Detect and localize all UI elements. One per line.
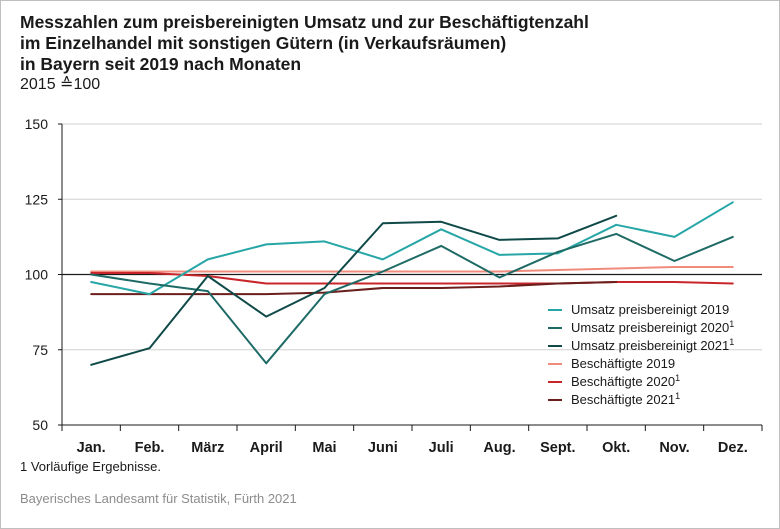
x-tick-label: März (191, 440, 224, 456)
x-tick-label: Mai (312, 440, 336, 456)
legend-label: Beschäftigte 2021 (571, 392, 676, 407)
legend-swatch (548, 363, 562, 365)
legend-label: Umsatz preisbereinigt 2021 (571, 338, 730, 353)
legend-label: Umsatz preisbereinigt 2020 (571, 320, 730, 335)
x-tick-label: Jan. (77, 440, 106, 456)
y-tick-label: 150 (25, 116, 49, 132)
series-line (90, 201, 734, 296)
y-tick-label: 125 (25, 191, 49, 207)
legend-footnote-marker: 1 (675, 373, 681, 383)
chart-title-line-1: Messzahlen zum preisbereinigten Umsatz u… (20, 12, 589, 32)
chart-title-block: Messzahlen zum preisbereinigten Umsatz u… (20, 12, 589, 95)
x-tick-label: Juli (429, 440, 454, 456)
legend-label: Beschäftigte 2020 (571, 374, 676, 389)
x-tick-label: Nov. (659, 440, 689, 456)
legend-swatch (548, 345, 562, 347)
legend-swatch (548, 309, 562, 311)
series-line (90, 232, 734, 365)
chart-source: Bayerisches Landesamt für Statistik, Für… (20, 491, 297, 506)
legend-footnote-marker: 1 (729, 319, 735, 329)
x-tick-label: Feb. (135, 440, 165, 456)
chart-footnote: 1 Vorläufige Ergebnisse. (20, 459, 161, 474)
series-line (90, 281, 618, 296)
series-line (90, 272, 734, 285)
chart-title-line-3: in Bayern seit 2019 nach Monaten (20, 54, 302, 74)
legend-label: Beschäftigte 2019 (571, 356, 676, 371)
x-tick-label: Aug. (483, 440, 515, 456)
y-tick-label: 100 (25, 267, 49, 283)
legend-footnote-marker: 1 (729, 337, 735, 347)
legend-swatch (548, 399, 562, 401)
chart-title-line-2: im Einzelhandel mit sonstigen Gütern (in… (20, 33, 507, 53)
y-tick-label: 75 (32, 342, 48, 358)
series-line (90, 214, 618, 366)
x-tick-label: Okt. (602, 440, 630, 456)
legend-swatch (548, 327, 562, 329)
x-tick-label: Dez. (718, 440, 748, 456)
legend-label: Umsatz preisbereinigt 2019 (571, 302, 730, 317)
x-tick-label: April (250, 440, 283, 456)
legend-footnote-marker: 1 (675, 391, 681, 401)
legend-swatch (548, 381, 562, 383)
x-tick-label: Juni (368, 440, 398, 456)
x-tick-label: Sept. (540, 440, 575, 456)
chart-subtitle: 2015 ≙100 (20, 76, 101, 93)
y-tick-label: 50 (32, 417, 48, 433)
series-line (90, 266, 734, 273)
